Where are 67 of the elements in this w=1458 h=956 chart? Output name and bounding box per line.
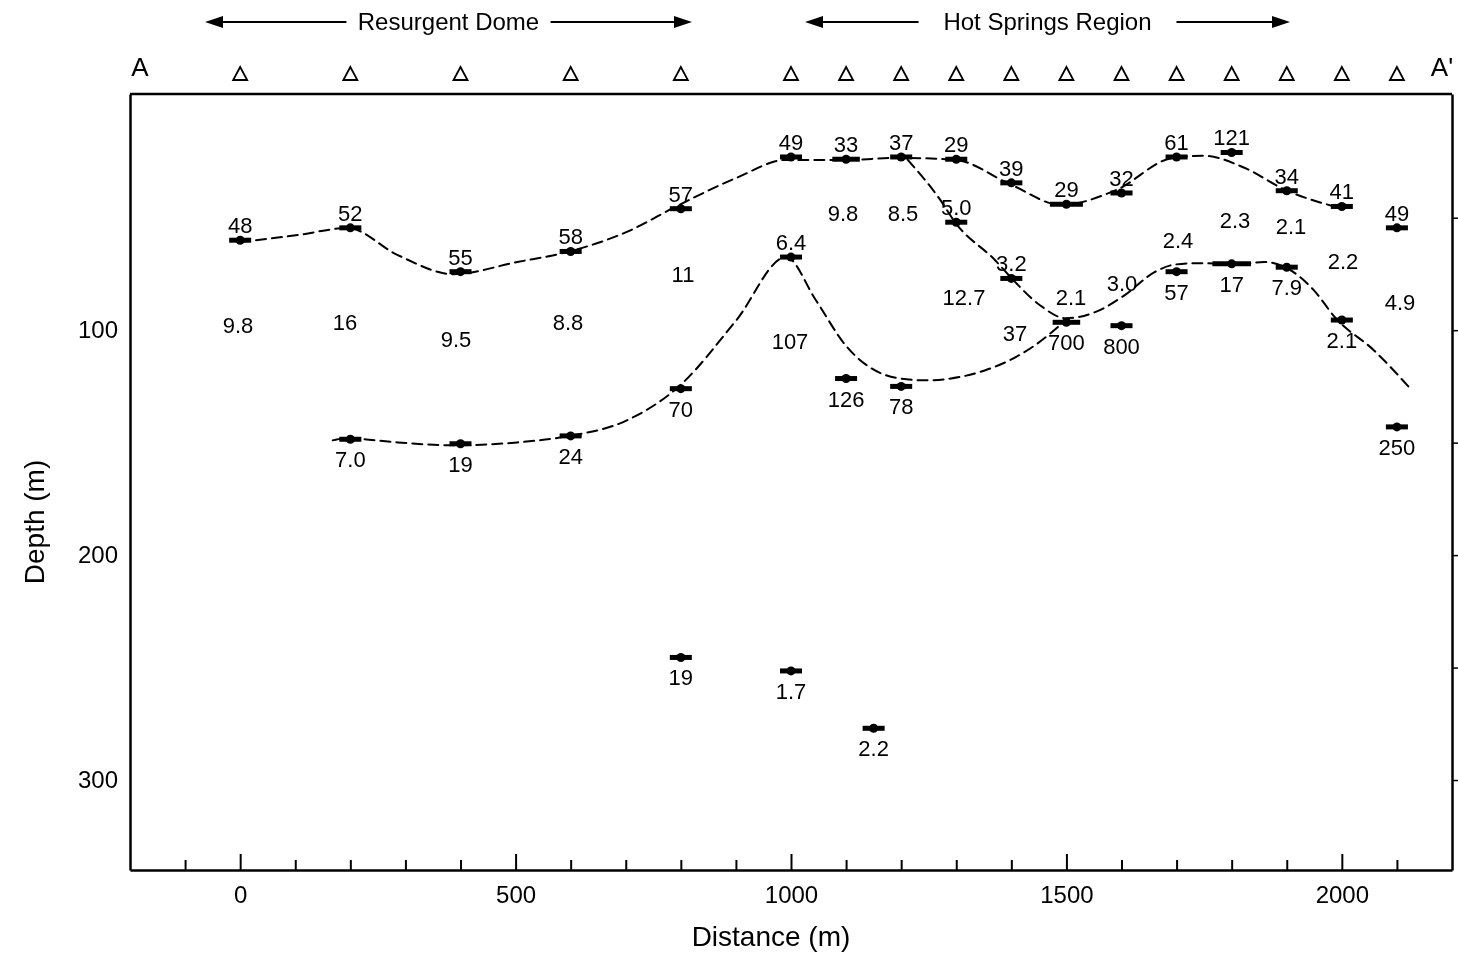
annotation: 2.3 xyxy=(1219,208,1251,233)
annotation: 250 xyxy=(1378,434,1416,460)
annotation: 19 xyxy=(668,665,694,691)
x-tick-label: 1000 xyxy=(764,881,819,908)
y-axis-title: Depth (m) xyxy=(19,459,50,585)
annotation: 121 xyxy=(1213,125,1251,151)
annotation: 17 xyxy=(1219,271,1244,297)
y-tick-label: 200 xyxy=(77,541,118,569)
annotation: 9.8 xyxy=(222,313,254,338)
annotation: 57 xyxy=(668,181,694,207)
x-axis-title: Distance (m) xyxy=(691,921,851,952)
x-tick-label: 1500 xyxy=(1040,881,1094,908)
annotation: 19 xyxy=(448,451,473,477)
annotation: 48 xyxy=(227,213,253,239)
annotation: 37 xyxy=(1002,321,1028,346)
annotation: 52 xyxy=(338,200,363,226)
annotation: 41 xyxy=(1329,179,1355,205)
annotation: 126 xyxy=(827,386,865,412)
annotation: 49 xyxy=(1384,200,1410,226)
annotation: 2.1 xyxy=(1275,214,1307,239)
annotation: 9.5 xyxy=(440,327,472,352)
annotation: 55 xyxy=(448,244,473,270)
y-tick-label: 300 xyxy=(77,766,118,794)
annotation: 800 xyxy=(1103,333,1140,359)
annotation: 107 xyxy=(771,329,809,354)
x-tick-label: 2000 xyxy=(1315,881,1370,908)
annotation: 11 xyxy=(671,262,695,287)
annotation: 57 xyxy=(1164,279,1189,305)
annotation: 32 xyxy=(1109,165,1134,191)
annotation: 3.0 xyxy=(1106,271,1138,296)
annotation: 33 xyxy=(833,132,859,158)
annotation: 78 xyxy=(888,394,914,420)
annotation: 29 xyxy=(1054,177,1079,203)
annotation: 1.7 xyxy=(775,678,807,704)
annotation: 12.7 xyxy=(942,285,986,310)
annotation: 29 xyxy=(944,132,969,158)
annotation: 2.2 xyxy=(1327,249,1359,274)
annotation: 5.0 xyxy=(940,195,972,221)
annotation: 3.2 xyxy=(996,251,1027,277)
annotation: 16 xyxy=(332,310,358,335)
annotation: 49 xyxy=(778,129,804,155)
annotation: 58 xyxy=(558,224,583,250)
annotation: 9.8 xyxy=(827,201,859,226)
annotation: 2.1 xyxy=(1326,328,1358,354)
annotation: 8.8 xyxy=(552,310,584,335)
annotation: 700 xyxy=(1048,330,1085,356)
annotation: 7.0 xyxy=(335,447,366,473)
annotation: 39 xyxy=(999,155,1024,181)
text: A xyxy=(131,52,150,82)
text: A' xyxy=(1430,52,1454,82)
x-tick-label: 500 xyxy=(496,881,537,908)
annotation: 7.9 xyxy=(1271,275,1303,301)
annotation: 4.9 xyxy=(1384,290,1416,315)
x-tick-label: 0 xyxy=(233,881,248,908)
annotation: 2.1 xyxy=(1055,285,1087,310)
annotation: 2.4 xyxy=(1162,228,1194,253)
annotation: 37 xyxy=(888,129,914,155)
annotation: 2.2 xyxy=(858,736,889,762)
annotation: 8.5 xyxy=(887,201,919,226)
annotation: 6.4 xyxy=(775,230,807,256)
annotation: 61 xyxy=(1164,129,1189,155)
annotation: 34 xyxy=(1274,163,1299,189)
y-tick-label: 100 xyxy=(77,316,118,344)
annotation: 24 xyxy=(558,443,583,469)
annotation: 70 xyxy=(668,396,694,422)
text: Hot Springs Region xyxy=(943,8,1152,35)
text: Resurgent Dome xyxy=(357,8,540,35)
